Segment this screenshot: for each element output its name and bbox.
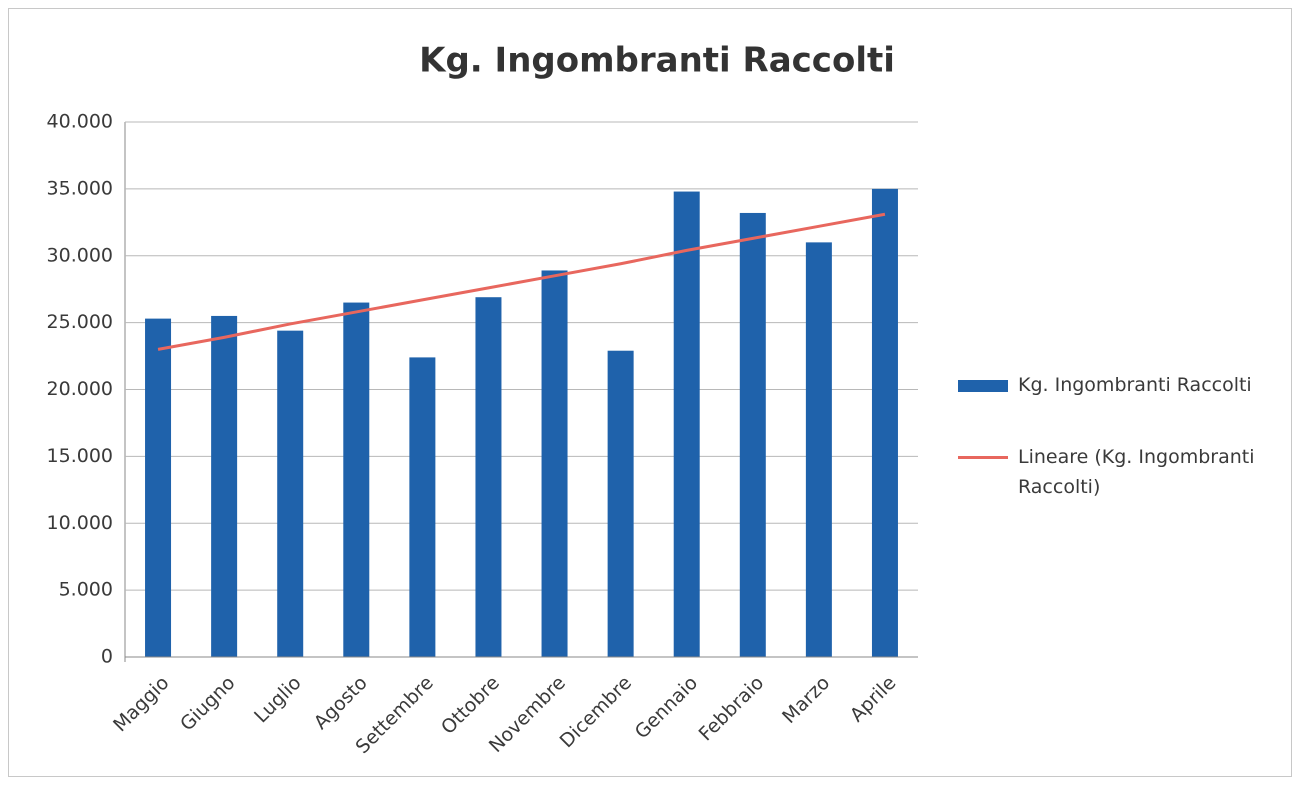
legend-label: Kg. Ingombranti Raccolti	[1018, 374, 1252, 396]
bar	[409, 357, 436, 657]
x-tick-label: Dicembre	[556, 672, 636, 752]
y-tick-label: 40.000	[47, 111, 113, 133]
chart-title: Kg. Ingombranti Raccolti	[419, 41, 895, 81]
legend-item: Kg. Ingombranti Raccolti	[958, 370, 1293, 400]
y-tick-label: 20.000	[47, 378, 113, 400]
x-tick-label: Marzo	[778, 672, 834, 728]
bar	[607, 350, 634, 657]
chart-frame	[8, 8, 1292, 777]
x-tick-label: Aprile	[846, 672, 901, 727]
bar	[475, 297, 502, 657]
x-tick-label: Giugno	[176, 672, 239, 735]
bar	[343, 302, 370, 657]
bar	[541, 270, 568, 657]
x-tick-label: Maggio	[109, 672, 173, 736]
y-tick-label: 10.000	[47, 512, 113, 534]
x-tick-label: Agosto	[310, 672, 372, 734]
x-tick-label: Gennaio	[631, 672, 702, 743]
y-tick-label: 35.000	[47, 177, 113, 199]
bar	[145, 318, 172, 657]
y-tick-label: 30.000	[47, 244, 113, 266]
bar	[871, 188, 898, 657]
y-tick-label: 15.000	[47, 445, 113, 467]
bar	[805, 242, 832, 657]
x-tick-label: Ottobre	[437, 672, 504, 739]
legend-label: Lineare (Kg. Ingombranti Raccolti)	[1018, 446, 1255, 498]
x-tick-label: Luglio	[250, 672, 306, 728]
legend-swatch	[958, 380, 1008, 392]
x-tick-label: Febbraio	[695, 672, 769, 746]
y-tick-label: 25.000	[47, 311, 113, 333]
bar	[739, 212, 766, 657]
bar	[277, 330, 304, 657]
y-tick-label: 5.000	[59, 579, 113, 601]
trend-line	[157, 212, 886, 351]
bar	[673, 191, 700, 658]
legend-swatch	[958, 456, 1008, 459]
legend: Kg. Ingombranti Raccolti Lineare (Kg. Ing…	[958, 370, 1293, 544]
bar	[211, 315, 238, 657]
y-tick-label: 0	[101, 646, 113, 668]
legend-item: Lineare (Kg. Ingombranti Raccolti)	[958, 442, 1293, 502]
